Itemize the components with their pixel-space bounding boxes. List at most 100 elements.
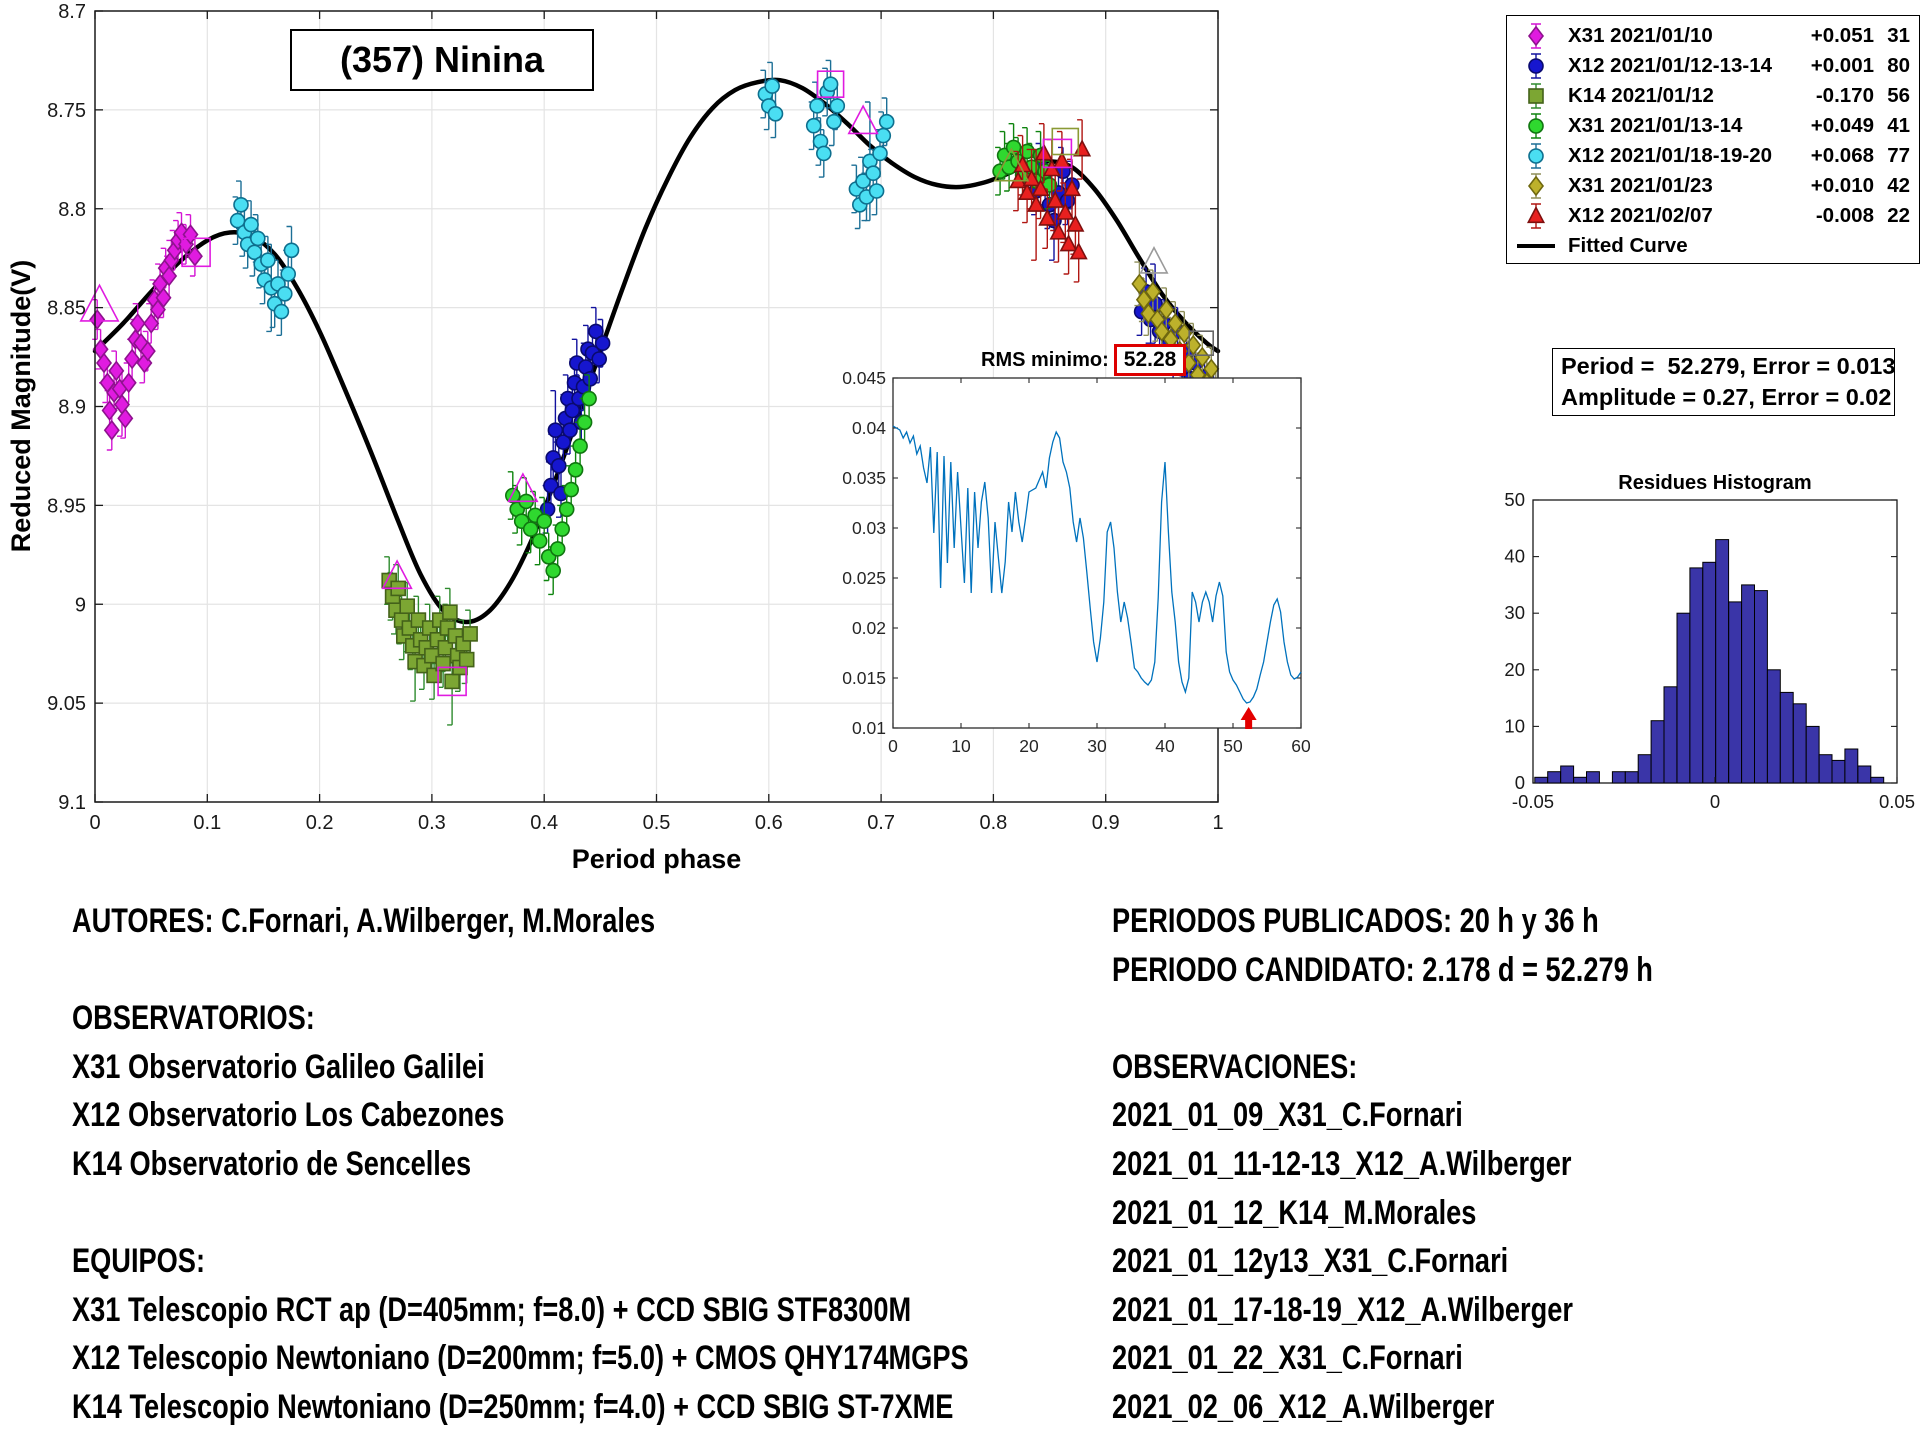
legend-count: 42 xyxy=(1887,174,1910,197)
svg-text:8.9: 8.9 xyxy=(58,397,86,419)
legend-count: 41 xyxy=(1887,114,1910,137)
svg-text:0.8: 0.8 xyxy=(979,812,1007,834)
svg-text:0: 0 xyxy=(1710,791,1720,812)
svg-text:0: 0 xyxy=(888,736,898,756)
legend-count: 77 xyxy=(1887,144,1910,167)
svg-text:9.1: 9.1 xyxy=(58,792,86,814)
rms-curve xyxy=(892,425,1302,704)
legend-entry-fitted-curve: Fitted Curve xyxy=(1516,231,1910,261)
rms-title-label: RMS minimo: xyxy=(981,348,1109,371)
svg-text:40: 40 xyxy=(1504,546,1525,567)
note-line: AUTORES: C.Fornari, A.Wilberger, M.Moral… xyxy=(72,902,656,940)
notes-left-column: AUTORES: C.Fornari, A.Wilberger, M.Moral… xyxy=(72,897,1172,1432)
legend-label: X12 2021/01/18-19-20 xyxy=(1568,144,1773,167)
legend-entry: X31 2021/01/13-14 +0.049 41 xyxy=(1516,111,1910,141)
legend-offset: +0.010 xyxy=(1810,174,1874,197)
legend-label: X31 2021/01/13-14 xyxy=(1568,114,1743,137)
legend-label: X12 2021/02/07 xyxy=(1568,204,1713,227)
svg-text:8.7: 8.7 xyxy=(58,1,86,23)
note-line: EQUIPOS: xyxy=(72,1242,205,1281)
note-line: 2021_01_11-12-13_X12_A.Wilberger xyxy=(1112,1144,1572,1183)
note-line: OBSERVACIONES: xyxy=(1112,1047,1358,1086)
svg-text:0.02: 0.02 xyxy=(852,618,886,638)
plot-title-box: (357) Ninina xyxy=(290,29,594,91)
legend-count: 80 xyxy=(1887,54,1910,77)
plot-title: (357) Ninina xyxy=(339,39,545,80)
svg-text:9.05: 9.05 xyxy=(47,693,86,715)
legend-label: Fitted Curve xyxy=(1568,234,1688,257)
svg-text:0.03: 0.03 xyxy=(852,518,886,538)
legend-entry: X12 2021/02/07 -0.008 22 xyxy=(1516,201,1910,231)
main-axes-frame: 0 0.1 0.2 0.3 0.4 0.5 0.6 0.7 0.8 0.9 1 8.7 8.75 8.8 8… xyxy=(6,1,1224,874)
legend-marker-icon xyxy=(1527,23,1545,49)
svg-text:0.4: 0.4 xyxy=(530,812,558,834)
note-line xyxy=(72,946,952,995)
period-line: Period = 52.279, Error = 0.013 xyxy=(1561,353,1896,379)
note-line xyxy=(1112,994,1768,1043)
legend-marker-icon xyxy=(1526,203,1546,229)
legend-marker-icon xyxy=(1528,113,1544,139)
note-line: 2021_01_09_X31_C.Fornari xyxy=(1112,1096,1463,1135)
note-line: K14 Telescopio Newtoniano (D=250mm; f=4.… xyxy=(72,1387,954,1426)
svg-text:50: 50 xyxy=(1504,489,1525,510)
svg-text:20: 20 xyxy=(1019,736,1039,756)
rms-min-value: 52.28 xyxy=(1113,344,1187,376)
legend-count: 56 xyxy=(1887,84,1910,107)
legend-offset: +0.049 xyxy=(1810,114,1874,137)
legend-offset: +0.068 xyxy=(1810,144,1874,167)
amplitude-line: Amplitude = 0.27, Error = 0.02 xyxy=(1561,384,1892,410)
period-stats-box: Period = 52.279, Error = 0.013 Amplitude… xyxy=(1552,348,1895,416)
svg-text:30: 30 xyxy=(1087,736,1107,756)
open-session-markers xyxy=(79,70,1214,697)
note-line: PERIODO CANDIDATO: 2.178 d = 52.279 h xyxy=(1112,950,1653,989)
note-line: X31 Observatorio Galileo Galilei xyxy=(72,1047,485,1086)
legend-offset: -0.008 xyxy=(1815,204,1874,227)
svg-text:50: 50 xyxy=(1223,736,1243,756)
rms-min-arrow-icon xyxy=(1240,707,1257,729)
svg-text:30: 30 xyxy=(1504,602,1525,623)
legend-entry: X12 2021/01/18-19-20 +0.068 77 xyxy=(1516,141,1910,171)
svg-text:9: 9 xyxy=(75,594,86,616)
note-line: 2021_01_12y13_X31_C.Fornari xyxy=(1112,1242,1509,1281)
legend-offset: -0.170 xyxy=(1815,84,1874,107)
legend-marker-icon xyxy=(1528,53,1544,79)
svg-text:10: 10 xyxy=(951,736,971,756)
svg-text:60: 60 xyxy=(1291,736,1311,756)
note-line xyxy=(72,1189,952,1238)
note-line: X12 Telescopio Newtoniano (D=200mm; f=5.… xyxy=(72,1339,969,1378)
rms-inset-plot: 0 10 20 30 40 50 60 0.01 0.015 0.02 0.025 0.03 0.035… xyxy=(842,368,1311,756)
note-line: K14 Observatorio de Sencelles xyxy=(72,1144,472,1183)
svg-text:0: 0 xyxy=(1515,772,1525,793)
series-4 xyxy=(229,59,895,336)
svg-text:8.85: 8.85 xyxy=(47,298,86,320)
svg-text:8.95: 8.95 xyxy=(47,495,86,517)
legend-count: 22 xyxy=(1887,204,1910,227)
svg-text:-0.05: -0.05 xyxy=(1512,791,1554,812)
legend-count: 31 xyxy=(1887,24,1910,47)
svg-text:0.7: 0.7 xyxy=(867,812,895,834)
svg-text:1: 1 xyxy=(1212,812,1223,834)
note-line: X31 Telescopio RCT ap (D=405mm; f=8.0) +… xyxy=(72,1290,912,1329)
legend-entry: X31 2021/01/23 +0.010 42 xyxy=(1516,171,1910,201)
note-line: 2021_01_17-18-19_X12_A.Wilberger xyxy=(1112,1290,1573,1329)
legend-label: K14 2021/01/12 xyxy=(1568,84,1714,107)
legend-label: X12 2021/01/12-13-14 xyxy=(1568,54,1773,77)
note-line: X12 Observatorio Los Cabezones xyxy=(72,1096,505,1135)
svg-text:40: 40 xyxy=(1155,736,1175,756)
svg-text:0.045: 0.045 xyxy=(842,368,886,388)
series-0 xyxy=(89,212,203,451)
note-line: 2021_01_22_X31_C.Fornari xyxy=(1112,1339,1463,1378)
note-line: OBSERVATORIOS: xyxy=(72,999,315,1038)
svg-text:0.015: 0.015 xyxy=(842,668,886,688)
svg-text:0: 0 xyxy=(89,812,100,834)
note-line: 2021_02_06_X12_A.Wilberger xyxy=(1112,1387,1495,1426)
legend-offset: +0.001 xyxy=(1810,54,1874,77)
svg-text:20: 20 xyxy=(1504,659,1525,680)
rms-inset-title: RMS minimo: 52.28 xyxy=(981,344,1187,376)
legend-marker-icon xyxy=(1528,143,1544,169)
legend: X31 2021/01/10 +0.051 31 X12 2021/01/12-13-… xyxy=(1506,15,1920,264)
legend-entry: K14 2021/01/12 -0.170 56 xyxy=(1516,81,1910,111)
svg-text:8.8: 8.8 xyxy=(58,199,86,221)
svg-text:0.5: 0.5 xyxy=(643,812,671,834)
